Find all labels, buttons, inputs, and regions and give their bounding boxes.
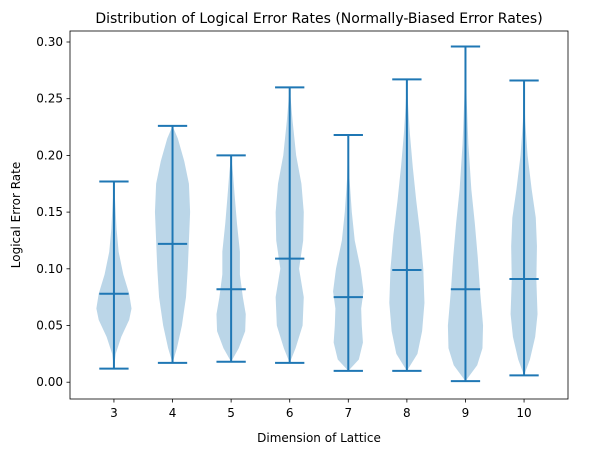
y-axis-label: Logical Error Rate	[9, 162, 23, 268]
y-tick-label: 0.30	[36, 35, 63, 49]
y-tick-label: 0.20	[36, 148, 63, 162]
chart-title: Distribution of Logical Error Rates (Nor…	[95, 11, 542, 27]
y-tick-label: 0.25	[36, 92, 63, 106]
x-tick-label: 8	[403, 406, 411, 420]
x-axis-label: Dimension of Lattice	[257, 431, 381, 445]
x-tick-label: 9	[462, 406, 470, 420]
x-tick-label: 6	[286, 406, 294, 420]
x-tick-label: 5	[227, 406, 235, 420]
y-tick-label: 0.15	[36, 205, 63, 219]
x-tick-label: 7	[344, 406, 352, 420]
x-tick-label: 10	[516, 406, 531, 420]
x-tick-label: 4	[169, 406, 177, 420]
y-tick-label: 0.00	[36, 375, 63, 389]
x-tick-label: 3	[110, 406, 118, 420]
y-tick-label: 0.05	[36, 319, 63, 333]
y-tick-label: 0.10	[36, 262, 63, 276]
